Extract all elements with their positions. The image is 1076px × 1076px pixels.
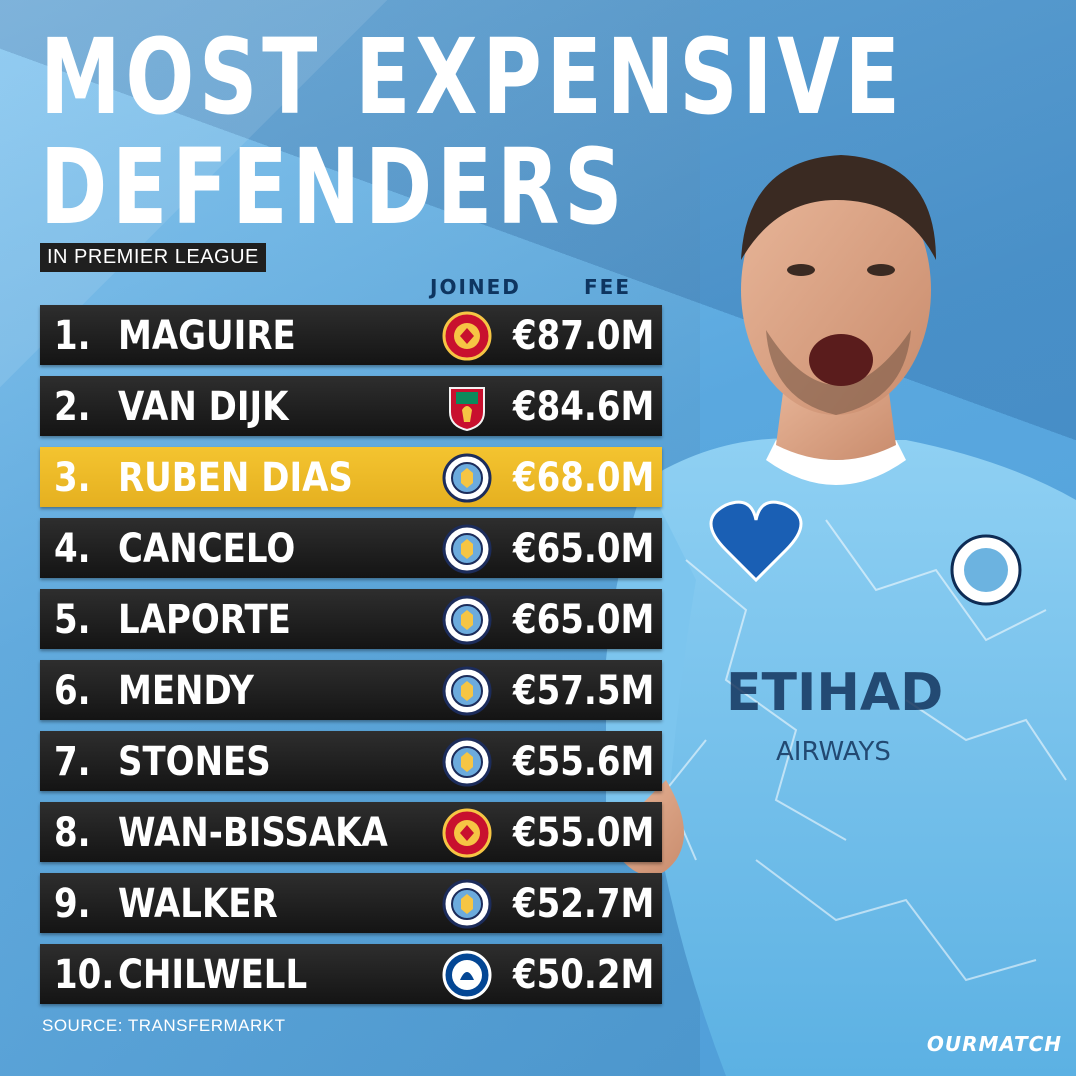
- rank-number: 7.: [54, 739, 91, 785]
- table-row: 1. MAGUIRE €87.0M: [40, 305, 662, 365]
- rank-number: 2.: [54, 384, 91, 430]
- manchester-city-crest-icon: [442, 879, 492, 929]
- source-note: SOURCE: TRANSFERMARKT: [42, 1016, 286, 1035]
- rank-number: 5.: [54, 597, 91, 643]
- title-line-2: DEFENDERS: [40, 126, 628, 248]
- player-name: WAN-BISSAKA: [118, 810, 388, 856]
- transfer-fee: €68.0M: [512, 455, 654, 501]
- table-row: 3. RUBEN DIAS €68.0M: [40, 447, 662, 507]
- player-name: MAGUIRE: [118, 313, 296, 359]
- player-name: LAPORTE: [118, 597, 291, 643]
- rank-number: 10.: [54, 952, 115, 998]
- rank-number: 1.: [54, 313, 91, 359]
- table-row: 2. VAN DIJK €84.6M: [40, 376, 662, 436]
- rank-number: 4.: [54, 526, 91, 572]
- svg-text:ETIHAD: ETIHAD: [726, 663, 943, 723]
- player-name: RUBEN DIAS: [118, 455, 353, 501]
- column-header-fee: FEE: [584, 275, 631, 299]
- table-row: 4. CANCELO €65.0M: [40, 518, 662, 578]
- transfer-fee: €52.7M: [512, 881, 654, 927]
- table-row: 10. CHILWELL €50.2M: [40, 944, 662, 1004]
- subtitle: IN PREMIER LEAGUE: [40, 243, 266, 272]
- player-name: WALKER: [118, 881, 278, 927]
- player-name: VAN DIJK: [118, 384, 289, 430]
- player-name: STONES: [118, 739, 271, 785]
- manchester-united-crest-icon: [442, 311, 492, 361]
- svg-text:AIRWAYS: AIRWAYS: [776, 737, 891, 767]
- column-header-joined: JOINED: [430, 275, 521, 299]
- manchester-city-crest-icon: [442, 453, 492, 503]
- brand-logo: OURMATCH: [926, 1032, 1062, 1056]
- table-row: 5. LAPORTE €65.0M: [40, 589, 662, 649]
- transfer-fee: €87.0M: [512, 313, 654, 359]
- table-row: 8. WAN-BISSAKA €55.0M: [40, 802, 662, 862]
- transfer-fee: €84.6M: [512, 384, 654, 430]
- manchester-city-crest-icon: [442, 666, 492, 716]
- chelsea-crest-icon: [442, 950, 492, 1000]
- manchester-city-crest-icon: [442, 524, 492, 574]
- transfer-fee: €55.6M: [512, 739, 654, 785]
- transfer-fee: €50.2M: [512, 952, 654, 998]
- page-title: MOST EXPENSIVE DEFENDERS: [40, 22, 976, 242]
- manchester-united-crest-icon: [442, 808, 492, 858]
- rank-number: 3.: [54, 455, 91, 501]
- transfer-fee: €55.0M: [512, 810, 654, 856]
- rank-number: 8.: [54, 810, 91, 856]
- title-line-1: MOST EXPENSIVE: [40, 16, 905, 138]
- player-name: CANCELO: [118, 526, 296, 572]
- table-row: 6. MENDY €57.5M: [40, 660, 662, 720]
- liverpool-crest-icon: [442, 382, 492, 432]
- rank-number: 9.: [54, 881, 91, 927]
- player-name: CHILWELL: [118, 952, 308, 998]
- table-row: 9. WALKER €52.7M: [40, 873, 662, 933]
- player-name: MENDY: [118, 668, 254, 714]
- player-photo: ETIHAD AIRWAYS: [606, 155, 1076, 1076]
- transfer-fee: €57.5M: [512, 668, 654, 714]
- rank-number: 6.: [54, 668, 91, 714]
- transfer-fee: €65.0M: [512, 597, 654, 643]
- table-row: 7. STONES €55.6M: [40, 731, 662, 791]
- transfer-fee: €65.0M: [512, 526, 654, 572]
- manchester-city-crest-icon: [442, 595, 492, 645]
- manchester-city-crest-icon: [442, 737, 492, 787]
